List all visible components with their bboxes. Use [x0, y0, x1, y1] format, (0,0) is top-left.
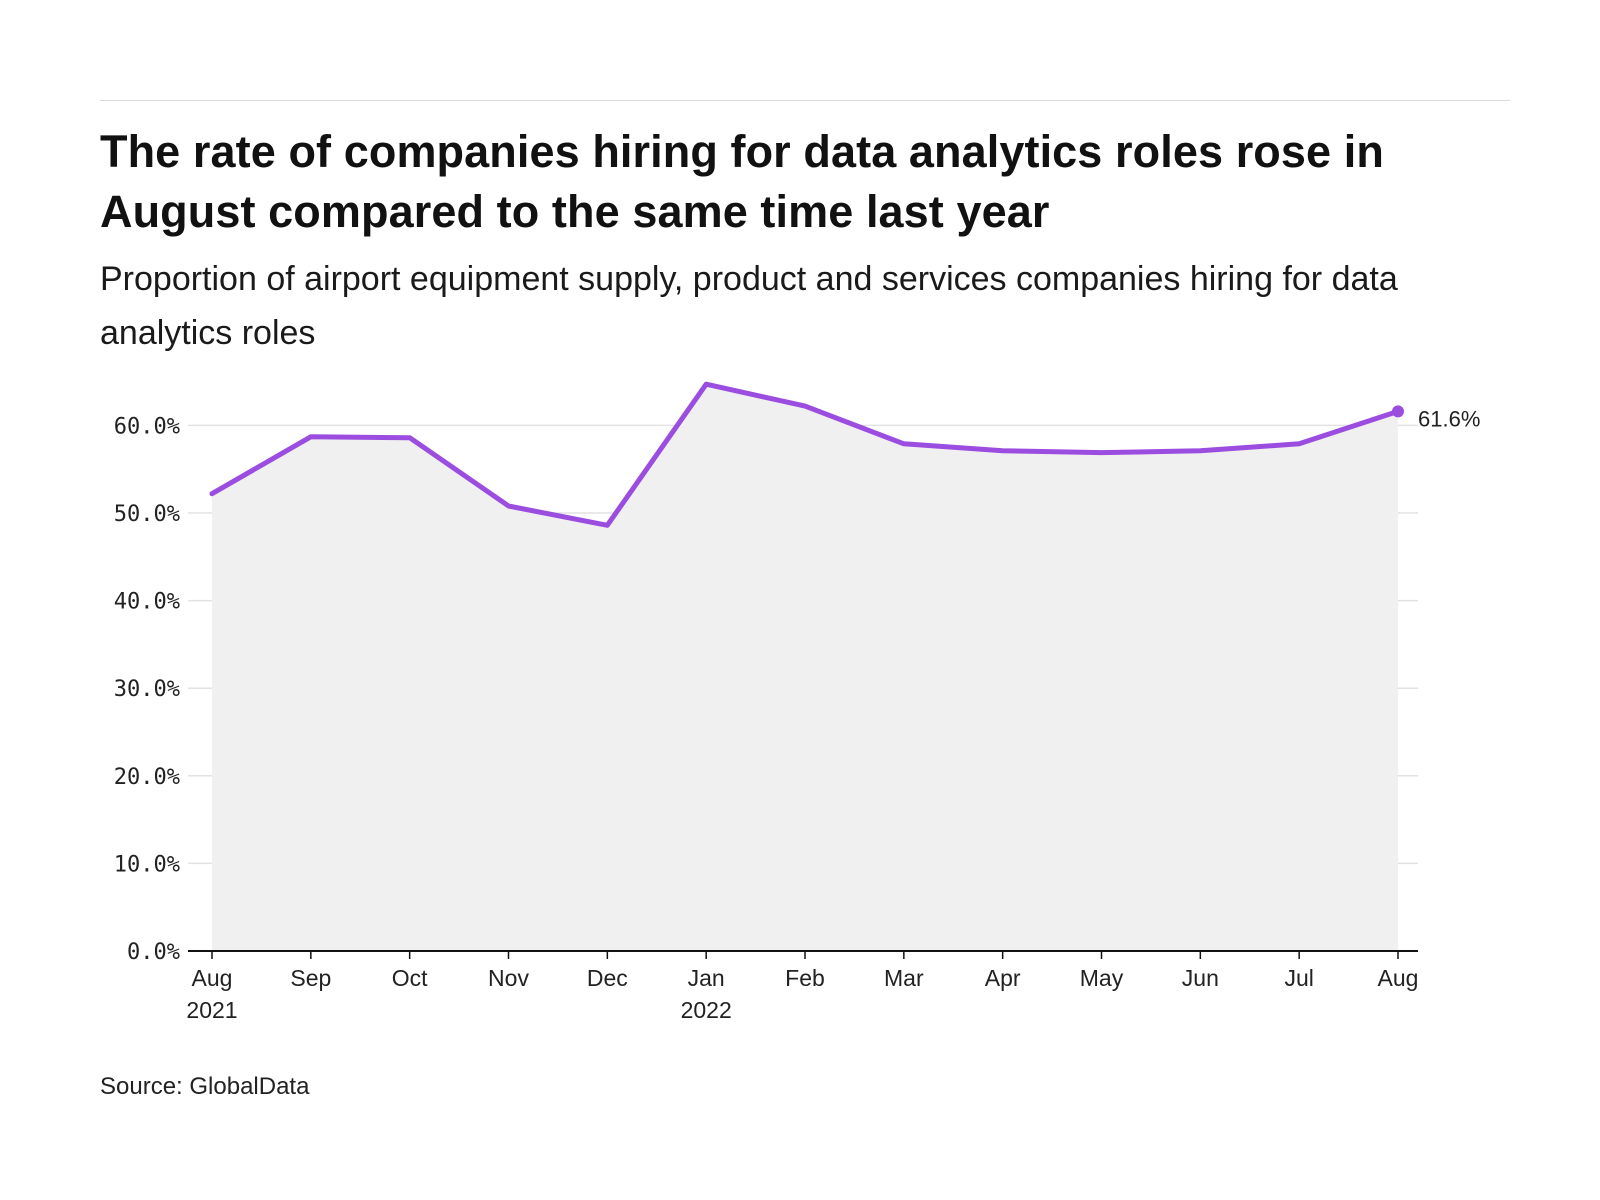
y-tick-label: 50.0% — [114, 502, 180, 527]
x-axis-ticks: Aug 2021 Sep Oct Nov Dec Jan 2022 Feb Mar Apr May Ju… — [186, 951, 1418, 1023]
x-tick-label: Jul — [1284, 965, 1313, 991]
y-tick-label: 10.0% — [114, 852, 180, 877]
x-tick-year-label: 2021 — [186, 997, 237, 1023]
x-tick-label: Dec — [587, 965, 628, 991]
x-tick-label: Aug — [1378, 965, 1419, 991]
x-tick-label: Feb — [785, 965, 825, 991]
x-tick-label: Jan — [688, 965, 725, 991]
x-tick-label: May — [1080, 965, 1124, 991]
y-tick-label: 60.0% — [114, 414, 180, 439]
x-tick-label: Oct — [392, 965, 428, 991]
y-tick-label: 0.0% — [127, 940, 180, 965]
x-tick-label: Mar — [884, 965, 924, 991]
series-line — [209, 381, 1401, 528]
y-tick-label: 30.0% — [114, 677, 180, 702]
x-tick-label: Apr — [985, 965, 1021, 991]
x-tick-label: Nov — [488, 965, 529, 991]
last-point-marker — [1392, 405, 1404, 418]
y-axis-ticks: 0.0% 10.0% 20.0% 30.0% 40.0% 50.0% 60.0% — [114, 414, 180, 965]
source-note: Source: GlobalData — [100, 1073, 310, 1100]
top-divider — [100, 100, 1510, 101]
chart-title: The rate of companies hiring for data an… — [100, 126, 1384, 237]
y-tick-label: 40.0% — [114, 590, 180, 615]
chart-subtitle: Proportion of airport equipment supply, … — [100, 260, 1398, 352]
x-tick-label: Aug — [192, 965, 233, 991]
x-tick-label: Jun — [1182, 965, 1219, 991]
x-tick-label: Sep — [290, 965, 331, 991]
y-tick-label: 20.0% — [114, 765, 180, 790]
last-value-label: 61.6% — [1418, 406, 1480, 431]
area-fill — [212, 384, 1398, 951]
x-tick-year-label: 2022 — [681, 997, 732, 1023]
